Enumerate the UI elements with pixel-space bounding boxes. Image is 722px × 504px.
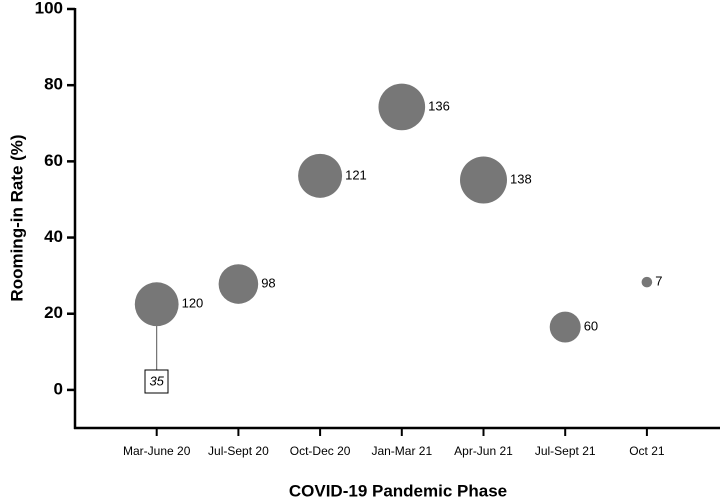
bubble	[549, 311, 581, 343]
x-tick-label: Jul-Sept 20	[208, 444, 269, 458]
y-tick-label: 60	[44, 151, 63, 170]
bubble-label: 60	[584, 318, 598, 333]
bubble	[218, 264, 259, 304]
bubble	[460, 156, 507, 204]
x-tick-label: Oct-Dec 20	[290, 444, 351, 458]
y-tick-label: 80	[44, 75, 63, 94]
x-tick-label: Jan-Mar 21	[371, 444, 432, 458]
y-axis-label: Rooming-in Rate (%)	[7, 134, 26, 301]
y-tick-label: 0	[54, 379, 63, 398]
x-tick-label: Jul-Sept 21	[535, 444, 596, 458]
y-tick-label: 100	[35, 0, 63, 17]
bubble-label: 98	[261, 275, 275, 290]
x-axis-label: COVID-19 Pandemic Phase	[289, 481, 507, 500]
bubble-label: 136	[428, 98, 450, 113]
annotation: 35	[149, 373, 164, 388]
bubble-label: 121	[345, 167, 367, 182]
y-tick-label: 40	[44, 227, 63, 246]
bubble-label: 7	[655, 274, 662, 289]
x-tick-label: Apr-Jun 21	[454, 444, 513, 458]
y-tick-label: 20	[44, 303, 63, 322]
x-tick-label: Mar-June 20	[123, 444, 191, 458]
x-tick-label: Oct 21	[629, 444, 665, 458]
bubble-label: 120	[182, 296, 204, 311]
bubble	[134, 282, 179, 327]
bubble	[298, 153, 343, 198]
bubble	[641, 276, 653, 288]
bubble	[378, 83, 426, 131]
annotation-box	[144, 369, 169, 394]
bubble-label: 138	[510, 171, 532, 186]
